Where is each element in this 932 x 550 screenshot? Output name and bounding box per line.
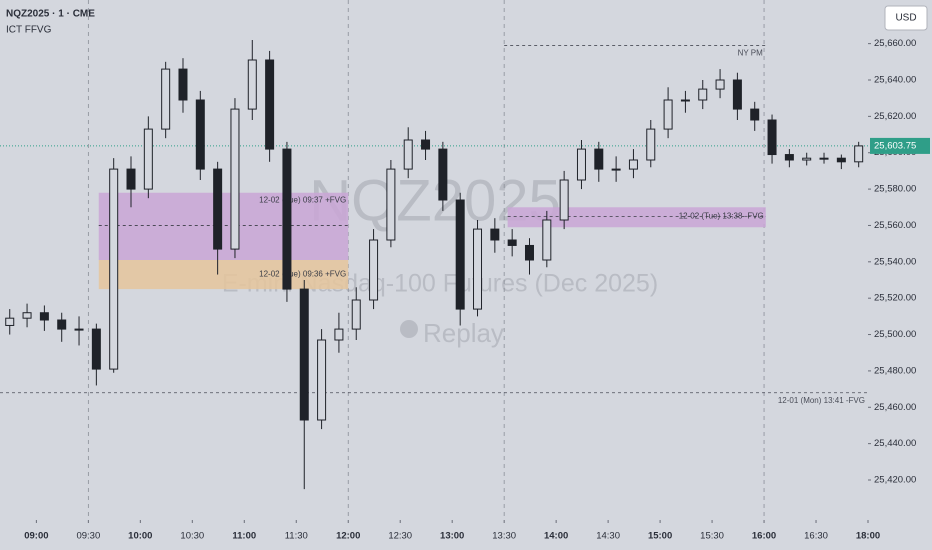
y-tick-label: 25,580.00 [874, 184, 916, 195]
candle-body [507, 239, 517, 246]
y-tick-label: 25,480.00 [874, 365, 916, 376]
symbol-title: NQZ2025 · 1 · CME [6, 9, 95, 20]
candle-body [5, 317, 15, 326]
fvg-zone [507, 207, 766, 228]
candle-body [39, 312, 49, 321]
candle-body [576, 148, 586, 181]
x-tick-label: 15:30 [700, 531, 724, 542]
x-tick-label: 12:00 [336, 531, 360, 542]
candle-body [455, 199, 465, 310]
candle-body [265, 59, 275, 150]
y-tick-label: 25,540.00 [874, 256, 916, 267]
candle-body [57, 319, 67, 330]
last-price-label: 25,603.75 [874, 140, 916, 151]
fvg-zone [98, 260, 349, 290]
candle-body [646, 128, 656, 161]
fvg-label: 12-02 (Tue) 09:36 +FVG [259, 270, 346, 279]
candle-body [22, 312, 32, 319]
candle-body [195, 99, 205, 170]
candle-body [732, 79, 742, 110]
watermark-mode: Replay [423, 318, 504, 348]
candle-body [594, 148, 604, 170]
candle-body [542, 219, 552, 261]
candle-body [524, 244, 534, 261]
y-tick-label: 25,660.00 [874, 38, 916, 49]
candle-body [213, 168, 223, 250]
x-tick-label: 09:30 [76, 531, 100, 542]
candle-body [611, 168, 621, 171]
x-tick-label: 11:30 [285, 531, 308, 542]
y-tick-label: 25,520.00 [874, 293, 916, 304]
candle-body [282, 148, 292, 290]
x-tick-label: 15:00 [648, 531, 672, 542]
candle-body [178, 68, 188, 101]
candle-body [490, 228, 500, 241]
x-tick-label: 16:00 [752, 531, 776, 542]
candle-body [836, 157, 846, 163]
candle-body [91, 328, 101, 370]
fvg-label: 12-02 (Tue) 13:38 -FVG [679, 211, 764, 220]
x-tick-label: 09:00 [24, 531, 48, 542]
x-tick-label: 16:30 [804, 531, 828, 542]
candle-body [559, 179, 569, 221]
y-tick-label: 25,640.00 [874, 75, 916, 86]
candle-body [438, 148, 448, 201]
replay-icon [400, 320, 418, 338]
y-tick-label: 25,440.00 [874, 438, 916, 449]
candle-body [750, 108, 760, 121]
candle-body [74, 328, 84, 331]
last-price-box [870, 137, 930, 154]
candle-body [334, 328, 344, 341]
y-tick-label: 25,560.00 [874, 220, 916, 231]
y-tick-label: 25,460.00 [874, 402, 916, 413]
fvg-label: 12-02 (Tue) 09:37 +FVG [259, 196, 346, 205]
candle-body [854, 145, 864, 163]
x-tick-label: 13:00 [440, 531, 464, 542]
fvg-zone [98, 192, 349, 260]
y-tick-label: 25,420.00 [874, 475, 916, 486]
candle-body [369, 239, 379, 301]
candle-body [247, 59, 257, 110]
currency-label[interactable]: USD [895, 13, 916, 24]
x-tick-label: 12:30 [388, 531, 412, 542]
x-tick-label: 10:30 [180, 531, 204, 542]
candle-body [351, 299, 361, 330]
candle-body [628, 159, 638, 170]
candle-body [680, 99, 690, 102]
x-tick-label: 18:00 [856, 531, 880, 542]
x-tick-label: 14:00 [544, 531, 568, 542]
candle-body [386, 168, 396, 241]
candle-body [421, 139, 431, 150]
currency-button[interactable] [884, 5, 928, 31]
candle-body [109, 168, 119, 370]
candle-body [663, 99, 673, 130]
level-label: NY PM [738, 49, 764, 58]
y-tick-label: 25,500.00 [874, 329, 916, 340]
candle-body [802, 157, 812, 161]
candle-body [143, 128, 153, 190]
candle-body [767, 119, 777, 156]
candle-body [819, 157, 829, 160]
candle-body [230, 108, 240, 250]
level-label: 12-01 (Mon) 13:41 -FVG [778, 396, 865, 405]
x-tick-label: 10:00 [128, 531, 152, 542]
candle-body [473, 228, 483, 310]
x-tick-label: 14:30 [596, 531, 620, 542]
candle-body [715, 79, 725, 90]
candle-body [317, 339, 327, 421]
indicator-name: ICT FFVG [6, 25, 52, 36]
candle-body [161, 68, 171, 130]
candle-body [299, 288, 309, 421]
candle-body [784, 154, 794, 161]
candle-body [698, 88, 708, 101]
x-tick-label: 13:30 [492, 531, 516, 542]
x-tick-label: 11:00 [232, 531, 256, 542]
candle-body [126, 168, 136, 190]
candle-body [403, 139, 413, 170]
y-tick-label: 25,620.00 [874, 111, 916, 122]
